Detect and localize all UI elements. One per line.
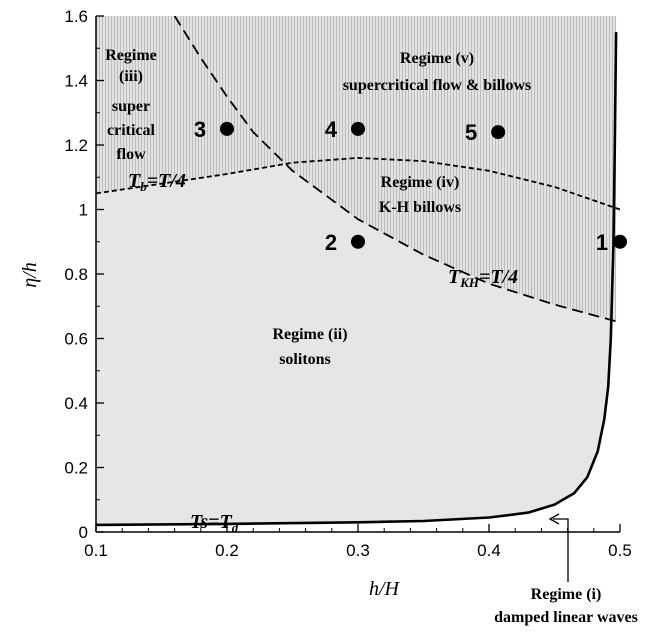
boundary-curves — [96, 16, 620, 527]
svg-text:K-H billows: K-H billows — [379, 199, 461, 216]
y-tick-label: 0.2 — [64, 459, 88, 478]
experiment-point-5 — [491, 125, 506, 140]
ts-td-curve-label: Ts=Td — [190, 511, 239, 535]
upper-regimes-area — [96, 16, 617, 322]
experiment-point-3 — [220, 121, 234, 136]
x-tick-label: 0.2 — [215, 541, 239, 560]
tb-curve — [96, 156, 620, 211]
y-tick-label: 1.6 — [64, 7, 88, 26]
experiment-point-1 — [613, 234, 627, 249]
regime-regions — [96, 16, 617, 525]
x-axis-title: h/H — [369, 578, 401, 600]
y-tick-label: 1.2 — [64, 136, 88, 155]
ts-td-curve — [96, 32, 618, 527]
svg-text:Regime (i): Regime (i) — [531, 586, 602, 603]
regime-iv-label: Regime (iv) K-H billows — [379, 174, 461, 216]
experiment-point-4 — [351, 121, 365, 136]
y-tick-label: 0.4 — [64, 394, 88, 413]
svg-text:critical: critical — [107, 122, 156, 139]
svg-text:(iii): (iii) — [119, 68, 143, 85]
y-axis-title: η/h — [19, 262, 41, 287]
x-tick-label: 0.1 — [84, 541, 108, 560]
experiment-point-label-2: 2 — [325, 230, 337, 255]
tkh-curve — [173, 16, 620, 324]
svg-text:Regime (iv): Regime (iv) — [381, 174, 460, 191]
svg-text:damped linear waves: damped linear waves — [494, 609, 638, 626]
y-tick-label: 1.4 — [64, 72, 88, 91]
y-tick-label: 0.6 — [64, 330, 88, 349]
y-tick-label: 1 — [79, 201, 88, 220]
svg-text:Regime: Regime — [105, 47, 157, 64]
y-tick-label: 0.8 — [64, 265, 88, 284]
x-tick-label: 0.5 — [608, 541, 632, 560]
svg-text:flow: flow — [116, 146, 146, 163]
experiment-point-label-4: 4 — [325, 117, 338, 142]
tb-curve-label: Tb=T/4 — [128, 170, 186, 194]
regime-iii-label: Regime (iii) super critical flow — [105, 47, 157, 163]
regime-i-label: Regime (i) damped linear waves — [494, 586, 638, 626]
regime-v-label: Regime (v) supercritical flow & billows — [343, 50, 532, 94]
experiment-point-2 — [351, 234, 365, 249]
axes: 0.1 0.2 0.3 0.4 0.5 0 0.2 0.4 0.6 0.8 1 1.2 1.4 1.6 — [64, 7, 631, 560]
svg-text:Regime (ii): Regime (ii) — [272, 326, 347, 343]
regime-i-arrow — [548, 513, 569, 582]
experiment-point-label-3: 3 — [194, 117, 206, 142]
tkh-curve-label: TKH=T/4 — [448, 266, 518, 290]
x-tick-label: 0.3 — [346, 541, 370, 560]
svg-text:supercritical flow & billows: supercritical flow & billows — [343, 77, 532, 94]
experiment-points: 1 2 3 4 5 — [194, 117, 627, 255]
experiment-point-label-5: 5 — [465, 120, 477, 145]
y-tick-label: 0 — [79, 523, 88, 542]
svg-text:solitons: solitons — [279, 351, 331, 368]
svg-text:Regime (v): Regime (v) — [400, 50, 474, 67]
svg-text:super: super — [112, 98, 150, 115]
x-tick-label: 0.4 — [477, 541, 501, 560]
regime-ii-label: Regime (ii) solitons — [272, 326, 347, 368]
experiment-point-label-1: 1 — [596, 230, 608, 255]
